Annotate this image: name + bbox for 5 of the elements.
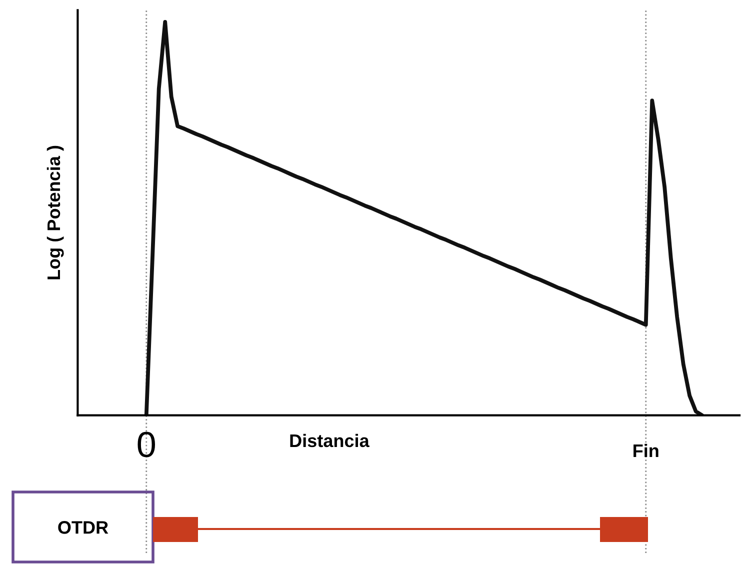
x-axis-title: Distancia [290,434,370,448]
x-tick-label: Fin [634,444,658,457]
x-tick-label: 0 [138,432,155,458]
y-axis-title: Log ( Potencia ) [46,146,64,280]
text: OTDR [58,521,108,534]
